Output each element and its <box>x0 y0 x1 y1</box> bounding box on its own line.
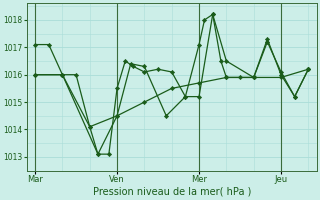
X-axis label: Pression niveau de la mer( hPa ): Pression niveau de la mer( hPa ) <box>92 187 251 197</box>
